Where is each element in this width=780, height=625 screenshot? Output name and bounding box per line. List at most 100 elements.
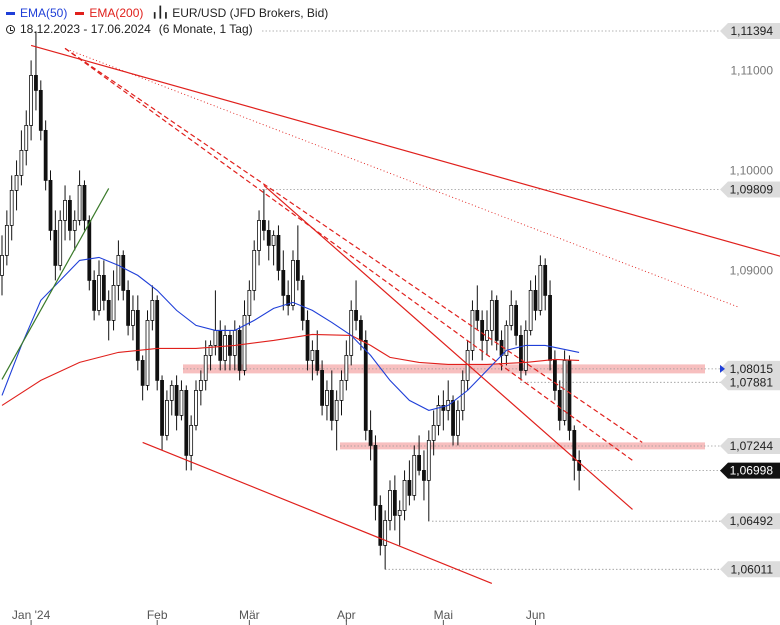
candle-body	[562, 359, 567, 421]
candle-body	[53, 229, 58, 266]
candle-body	[475, 309, 480, 321]
candle-body	[97, 274, 101, 311]
candle-body	[538, 264, 543, 311]
candle-body	[412, 454, 417, 496]
candle-body	[470, 309, 475, 351]
candle-body	[198, 379, 203, 391]
price-label: 1,11394	[731, 24, 774, 38]
date-range: 18.12.2023 - 17.06.2024	[20, 22, 151, 36]
candle-body	[431, 424, 436, 441]
trend-line	[69, 49, 740, 308]
price-label-box	[720, 438, 780, 454]
price-label: 1,07244	[730, 439, 774, 453]
candle-body	[131, 309, 135, 326]
ema50-label: EMA(50)	[20, 6, 68, 20]
candle-body	[320, 369, 325, 406]
candle-body	[101, 274, 106, 301]
candle-body	[87, 219, 92, 281]
candle-body	[252, 249, 257, 291]
candle-body	[14, 174, 19, 191]
candle-body	[266, 229, 271, 246]
x-tick-label: Feb	[147, 608, 168, 622]
candle-body	[237, 329, 242, 371]
ema50-marker	[720, 364, 725, 373]
candle-body	[121, 254, 126, 291]
y-tick-label: 1,11000	[731, 63, 774, 77]
candle-body	[378, 504, 383, 546]
candle-body	[441, 404, 446, 411]
candle-body	[485, 329, 489, 341]
trend-line	[64, 47, 633, 461]
candle-body	[232, 329, 237, 356]
candle-body	[72, 219, 77, 231]
trend-line	[64, 47, 643, 443]
support-resistance-zone	[183, 364, 705, 374]
ema50-line	[1, 256, 580, 411]
candle-body	[242, 314, 247, 371]
candle-body	[567, 359, 572, 431]
candle-body	[68, 199, 72, 231]
legend-ema50[interactable]: EMA(50)	[6, 5, 67, 21]
candle-body	[417, 454, 422, 471]
candle-body	[533, 289, 538, 311]
price-label-box	[720, 360, 780, 377]
candle-body	[0, 254, 4, 276]
candle-body	[300, 279, 305, 321]
candle-body	[407, 479, 412, 496]
candle-body	[325, 389, 329, 406]
candle-body	[116, 254, 121, 286]
candle-body	[310, 349, 315, 361]
chart-legend: EMA(50) EMA(200) ╻┃╻ EUR/USD (JFD Broker…	[6, 5, 336, 37]
candle-body	[218, 329, 223, 361]
ema200-swatch	[75, 11, 85, 15]
candle-body	[247, 289, 252, 316]
legend-instrument: ╻┃╻ EUR/USD (JFD Brokers, Bid)	[151, 5, 328, 21]
candle-body	[82, 184, 87, 221]
candle-body	[523, 329, 528, 371]
trend-line	[1, 188, 110, 380]
candle-body	[291, 259, 295, 306]
candle-body	[392, 489, 397, 516]
trend-line	[30, 44, 780, 257]
candle-body	[92, 279, 97, 311]
candle-body	[489, 299, 494, 331]
candle-body	[169, 384, 174, 401]
legend-ema200[interactable]: EMA(200)	[75, 5, 143, 21]
candle-body	[261, 219, 266, 231]
candle-body	[4, 224, 9, 256]
price-label-box	[720, 374, 780, 391]
period-label: (6 Monate, 1 Tag)	[158, 22, 253, 36]
candle-body	[38, 90, 43, 131]
candlesticks	[0, 31, 582, 570]
candle-body	[305, 319, 310, 361]
candle-body	[451, 399, 455, 436]
candle-body	[203, 354, 208, 381]
moving-averages	[1, 256, 580, 411]
candle-body	[194, 389, 198, 426]
candle-body	[189, 424, 194, 456]
price-label-box	[720, 23, 780, 39]
candle-body	[111, 284, 116, 321]
candle-body	[373, 444, 378, 506]
candle-body	[208, 344, 213, 356]
candle-body	[519, 334, 523, 371]
candle-body	[295, 259, 300, 281]
candle-body	[514, 304, 518, 336]
candle-body	[315, 349, 320, 371]
candle-body	[504, 324, 509, 356]
candle-body	[257, 219, 261, 251]
price-level-lines	[183, 30, 722, 570]
candle-body	[499, 339, 504, 356]
price-label-box	[720, 181, 780, 198]
x-tick-label: Jan '24	[12, 608, 51, 622]
candle-body	[140, 359, 145, 386]
candle-body	[164, 399, 169, 436]
candle-body	[63, 199, 67, 221]
candle-body	[577, 459, 582, 471]
candle-body	[184, 389, 189, 456]
candle-body	[145, 319, 150, 386]
price-label-box	[720, 561, 780, 578]
candle-body	[572, 429, 577, 461]
candle-body	[271, 234, 276, 246]
